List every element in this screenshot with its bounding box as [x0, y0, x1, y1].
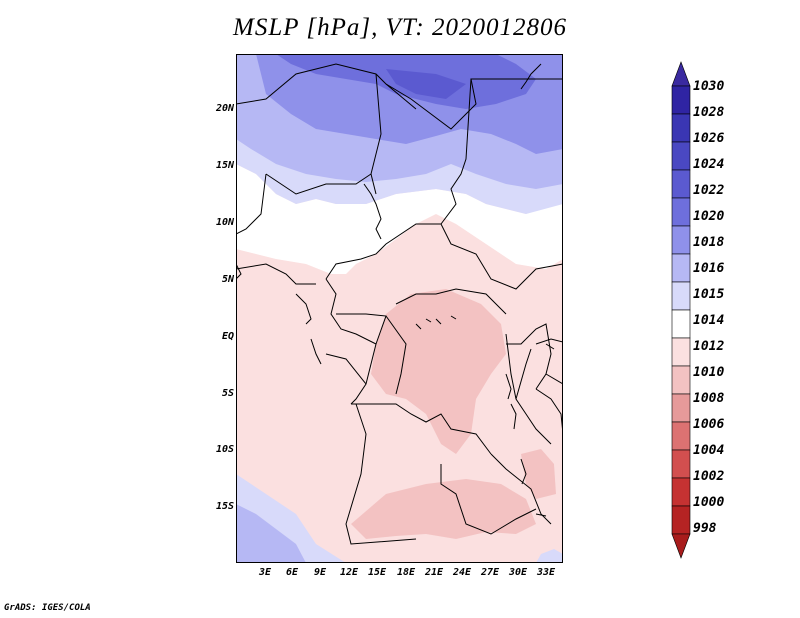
colorbar-swatch	[671, 393, 691, 423]
colorbar-swatch	[671, 365, 691, 395]
colorbar-label-1010: 1010	[693, 365, 725, 380]
colorbar-swatch	[671, 113, 691, 143]
pressure-field-1022-b	[386, 69, 466, 99]
colorbar-label-1002: 1002	[693, 469, 725, 484]
colorbar-swatch	[671, 337, 691, 367]
colorbar-label-1024: 1024	[693, 157, 725, 172]
lat-label-5n: 5N	[221, 274, 234, 285]
pressure-field-1016-se	[536, 549, 563, 563]
colorbar-swatch	[671, 421, 691, 451]
pressure-field-1010-south	[351, 479, 536, 539]
colorbar: 1030 1028 1026 1024 1022 1020 1018 1016 …	[670, 60, 790, 560]
colorbar-swatch	[671, 85, 691, 115]
colorbar-label-1008: 1008	[693, 391, 725, 406]
lakes	[415, 63, 555, 517]
chart-title: MSLP [hPa], VT: 2020012806	[233, 14, 567, 41]
colorbar-label-1020: 1020	[693, 209, 725, 224]
lat-label-10s: 10S	[215, 444, 234, 455]
lon-label-3e: 3E	[258, 567, 272, 578]
colorbar-label-1004: 1004	[693, 443, 725, 458]
colorbar-swatch-bottom	[671, 533, 691, 559]
map-frame	[236, 54, 563, 563]
lat-label-5s: 5S	[221, 388, 234, 399]
colorbar-swatch	[671, 253, 691, 283]
colorbar-swatches	[671, 61, 691, 559]
colorbar-label-1006: 1006	[693, 417, 725, 432]
colorbar-swatch	[671, 449, 691, 479]
colorbar-swatch	[671, 169, 691, 199]
colorbar-label-1012: 1012	[693, 339, 725, 354]
lon-label-33e: 33E	[536, 567, 556, 578]
colorbar-label-1026: 1026	[693, 131, 725, 146]
lat-label-eq: EQ	[221, 331, 234, 342]
pressure-field-1010-east	[521, 449, 556, 499]
colorbar-label-1015: 1015	[693, 287, 725, 302]
lon-label-9e: 9E	[313, 567, 327, 578]
pressure-field-1010	[371, 289, 506, 454]
pressure-map	[236, 54, 563, 563]
colorbar-swatch	[671, 225, 691, 255]
lon-label-15e: 15E	[367, 567, 387, 578]
pressure-field-1018-south	[236, 504, 306, 563]
colorbar-label-998: 998	[693, 521, 717, 536]
lat-label-10n: 10N	[215, 217, 234, 228]
colorbar-swatch-top	[671, 61, 691, 87]
country-borders	[236, 63, 563, 545]
colorbar-label-1000: 1000	[693, 495, 725, 510]
colorbar-swatch	[671, 309, 691, 339]
lon-label-21e: 21E	[424, 567, 444, 578]
lat-label-20n: 20N	[215, 103, 234, 114]
lon-label-6e: 6E	[285, 567, 299, 578]
colorbar-label-1018: 1018	[693, 235, 725, 250]
lon-label-18e: 18E	[396, 567, 416, 578]
colorbar-swatch	[671, 505, 691, 535]
colorbar-label-1022: 1022	[693, 183, 725, 198]
lon-label-24e: 24E	[452, 567, 472, 578]
colorbar-label-1016: 1016	[693, 261, 725, 276]
colorbar-label-1028: 1028	[693, 105, 725, 120]
lon-label-12e: 12E	[339, 567, 359, 578]
colorbar-swatch	[671, 477, 691, 507]
pressure-field-1014	[236, 164, 563, 274]
lon-label-27e: 27E	[480, 567, 500, 578]
colorbar-swatch	[671, 141, 691, 171]
map-canvas	[236, 54, 563, 563]
lat-label-15s: 15S	[215, 501, 234, 512]
grads-credit: GrADS: IGES/COLA	[4, 603, 91, 613]
colorbar-swatch	[671, 197, 691, 227]
colorbar-label-1014: 1014	[693, 313, 725, 328]
colorbar-label-1030: 1030	[693, 79, 725, 94]
lon-label-30e: 30E	[508, 567, 528, 578]
colorbar-swatch	[671, 281, 691, 311]
lat-label-15n: 15N	[215, 160, 234, 171]
